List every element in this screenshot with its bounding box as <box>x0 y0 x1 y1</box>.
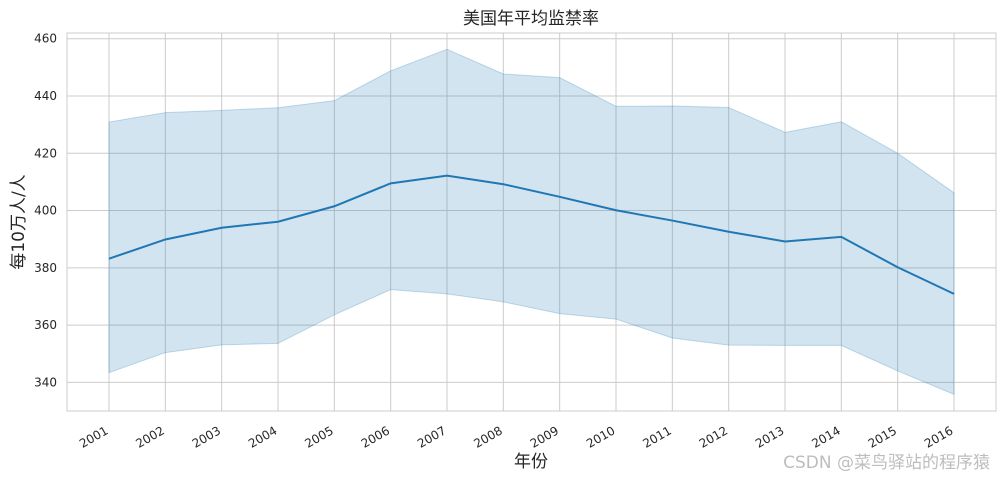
y-axis-label: 每10万人/人 <box>9 174 29 269</box>
x-tick-label: 2002 <box>133 423 166 450</box>
x-tick-label: 2008 <box>471 423 504 450</box>
x-tick-label: 2012 <box>697 423 730 450</box>
x-tick-label: 2003 <box>190 423 223 450</box>
watermark: CSDN @菜鸟驿站的程序猿 <box>783 453 990 473</box>
x-tick-label: 2014 <box>809 423 842 450</box>
x-tick-label: 2011 <box>640 423 673 450</box>
y-tick-label: 460 <box>34 32 57 46</box>
x-tick-label: 2010 <box>584 423 617 450</box>
y-tick-label: 340 <box>34 375 57 389</box>
x-tick-label: 2001 <box>77 423 110 450</box>
y-tick-labels: 340 360 380 400 420 440 460 <box>34 32 57 390</box>
x-tick-labels: 2001 2002 2003 2004 2005 2006 2007 2008 2009 2010… <box>77 423 955 450</box>
y-tick-label: 380 <box>34 261 57 275</box>
series-line <box>108 174 955 295</box>
chart-title: 美国年平均监禁率 <box>463 9 599 29</box>
x-tick-label: 2006 <box>359 423 392 450</box>
x-tick-label: 2013 <box>753 423 786 450</box>
y-tick-label: 420 <box>34 146 57 160</box>
x-tick-label: 2005 <box>302 423 335 450</box>
x-tick-label: 2016 <box>922 423 955 450</box>
x-axis-label: 年份 <box>514 452 548 472</box>
confidence-band <box>108 48 955 396</box>
x-tick-label: 2015 <box>866 423 899 450</box>
x-gridlines <box>108 33 955 411</box>
y-tick-label: 440 <box>34 89 57 103</box>
y-tick-label: 400 <box>34 204 57 218</box>
x-tick-label: 2004 <box>246 423 279 450</box>
y-tick-label: 360 <box>34 318 57 332</box>
x-tick-label: 2009 <box>528 423 561 450</box>
x-tick-label: 2007 <box>415 423 448 450</box>
